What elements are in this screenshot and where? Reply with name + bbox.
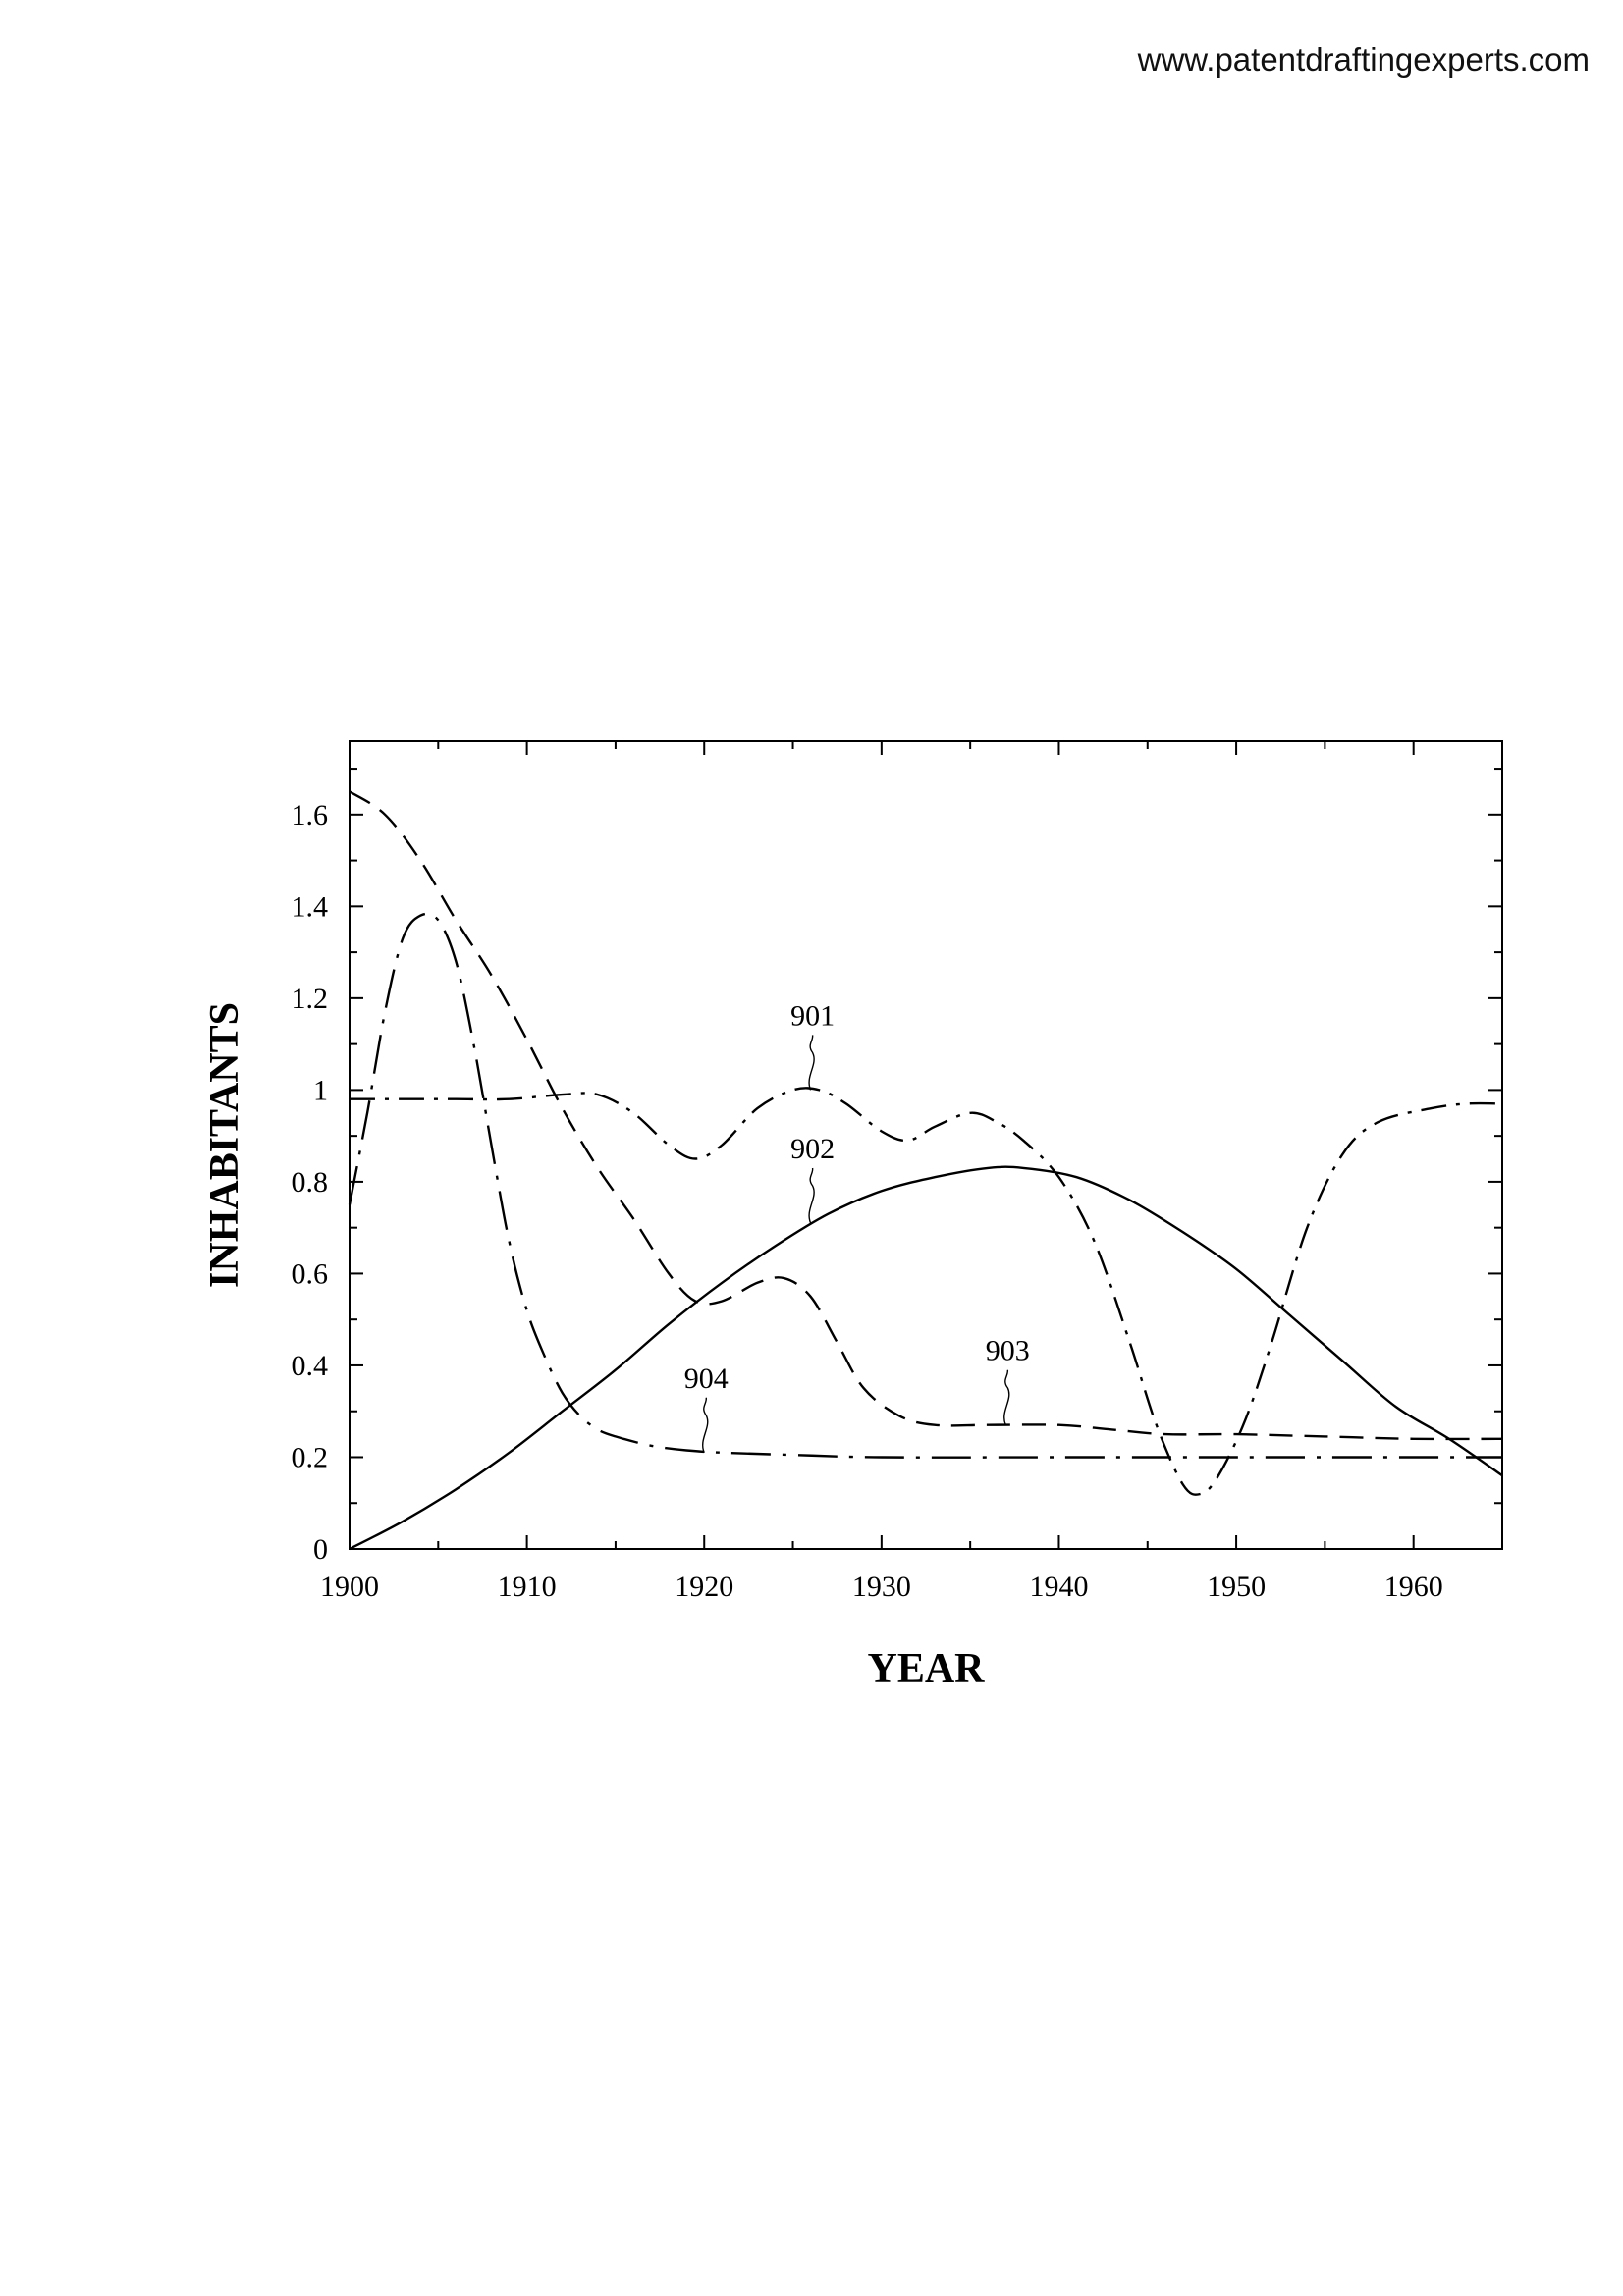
x-tick-label: 1960: [1384, 1571, 1443, 1603]
y-tick-label: 1: [313, 1074, 328, 1106]
y-tick-label: 0: [313, 1533, 328, 1566]
x-tick-label: 1950: [1207, 1571, 1266, 1603]
x-tick-label: 1940: [1029, 1571, 1088, 1603]
y-tick-label: 0.4: [292, 1350, 329, 1382]
y-tick-label: 0.8: [292, 1166, 329, 1199]
x-tick-label: 1910: [498, 1571, 557, 1603]
series-label-903: 903: [986, 1335, 1030, 1367]
series-label-904: 904: [684, 1362, 729, 1395]
x-tick-label: 1930: [852, 1571, 911, 1603]
leader-line-901: [809, 1035, 814, 1090]
series-line-904: [350, 914, 1502, 1458]
y-axis-title: INHABITANTS: [202, 1002, 247, 1288]
series-line-903: [350, 791, 1502, 1439]
leader-line-902: [809, 1168, 814, 1223]
x-axis-title: YEAR: [867, 1646, 985, 1691]
y-tick-label: 1.6: [292, 799, 329, 831]
series-label-902: 902: [790, 1133, 835, 1165]
y-tick-label: 1.4: [292, 890, 329, 923]
y-tick-label: 0.2: [292, 1441, 329, 1473]
x-tick-label: 1900: [320, 1571, 379, 1603]
leader-line-904: [703, 1398, 708, 1453]
y-tick-label: 0.6: [292, 1257, 329, 1290]
plot-frame: [350, 741, 1502, 1549]
x-tick-label: 1920: [675, 1571, 733, 1603]
series-label-901: 901: [790, 999, 835, 1032]
y-tick-label: 1.2: [292, 983, 329, 1015]
leader-line-903: [1004, 1370, 1009, 1425]
series-line-902: [350, 1167, 1502, 1549]
